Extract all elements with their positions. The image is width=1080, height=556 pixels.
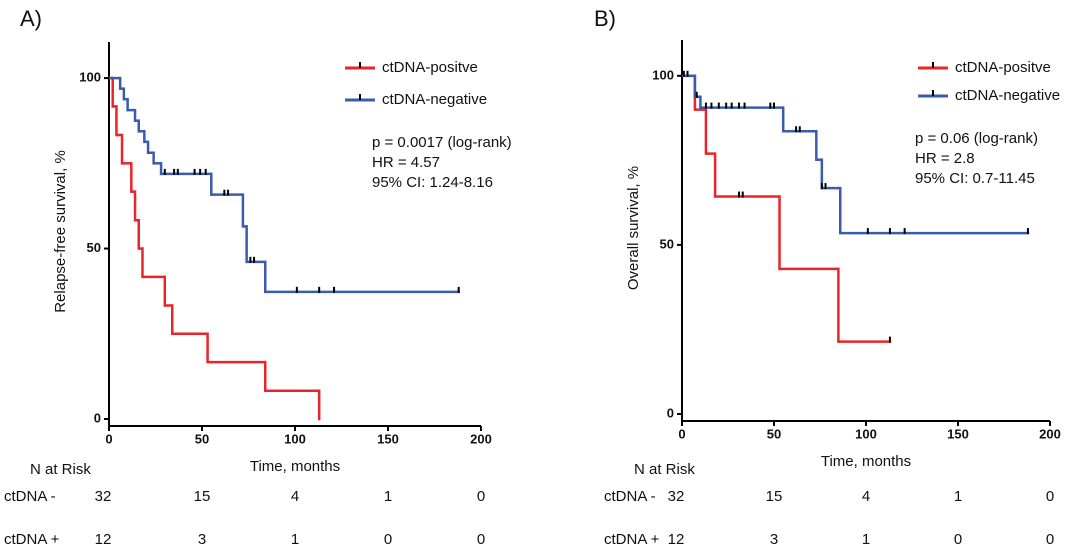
x-tick-label: 100 bbox=[284, 431, 306, 446]
risk-count: 32 bbox=[668, 488, 685, 505]
panel-label: B) bbox=[594, 6, 616, 31]
risk-count: 0 bbox=[384, 531, 392, 548]
legend-label: ctDNA-negative bbox=[955, 87, 1060, 104]
x-tick-label: 100 bbox=[855, 426, 877, 441]
x-tick-label: 200 bbox=[470, 431, 492, 446]
risk-count: 1 bbox=[862, 531, 870, 548]
risk-row-label: ctDNA - bbox=[604, 488, 656, 505]
risk-count: 0 bbox=[1046, 531, 1054, 548]
y-tick-label: 0 bbox=[667, 405, 674, 420]
risk-count: 12 bbox=[668, 531, 685, 548]
y-tick-label: 50 bbox=[660, 236, 674, 251]
annotation: HR = 2.8 bbox=[915, 150, 975, 167]
legend-label: ctDNA-positve bbox=[382, 59, 478, 76]
risk-count: 4 bbox=[291, 488, 299, 505]
x-tick-label: 0 bbox=[678, 426, 685, 441]
risk-count: 1 bbox=[291, 531, 299, 548]
x-axis-title: Time, months bbox=[821, 453, 911, 470]
panel-label: A) bbox=[20, 6, 42, 31]
x-tick-label: 200 bbox=[1039, 426, 1061, 441]
y-tick-label: 100 bbox=[652, 67, 674, 82]
risk-count: 3 bbox=[770, 531, 778, 548]
x-tick-label: 50 bbox=[195, 431, 209, 446]
x-tick-label: 150 bbox=[377, 431, 399, 446]
legend-label: ctDNA-negative bbox=[382, 91, 487, 108]
risk-count: 0 bbox=[477, 531, 485, 548]
y-axis-title: Relapse-free survival, % bbox=[52, 150, 69, 313]
y-axis-title: Overall survival, % bbox=[625, 166, 642, 290]
x-tick-label: 0 bbox=[105, 431, 112, 446]
risk-table-title: N at Risk bbox=[634, 461, 695, 478]
annotation: p = 0.06 (log-rank) bbox=[915, 130, 1038, 147]
annotation: p = 0.0017 (log-rank) bbox=[372, 134, 512, 151]
annotation: 95% CI: 0.7-11.45 bbox=[915, 170, 1035, 187]
risk-table-title: N at Risk bbox=[30, 461, 91, 478]
x-tick-label: 50 bbox=[767, 426, 781, 441]
y-tick-label: 100 bbox=[79, 70, 101, 85]
risk-count: 1 bbox=[384, 488, 392, 505]
risk-count: 15 bbox=[194, 488, 211, 505]
risk-count: 0 bbox=[954, 531, 962, 548]
risk-row-label: ctDNA + bbox=[4, 531, 60, 548]
x-tick-label: 150 bbox=[947, 426, 969, 441]
risk-row-label: ctDNA - bbox=[4, 488, 56, 505]
risk-count: 0 bbox=[477, 488, 485, 505]
risk-count: 32 bbox=[95, 488, 112, 505]
risk-count: 0 bbox=[1046, 488, 1054, 505]
risk-count: 15 bbox=[766, 488, 783, 505]
risk-count: 1 bbox=[954, 488, 962, 505]
y-tick-label: 50 bbox=[87, 240, 101, 255]
risk-count: 4 bbox=[862, 488, 870, 505]
risk-count: 12 bbox=[95, 531, 112, 548]
risk-count: 3 bbox=[198, 531, 206, 548]
y-tick-label: 0 bbox=[94, 410, 101, 425]
legend-label: ctDNA-positve bbox=[955, 59, 1051, 76]
risk-row-label: ctDNA + bbox=[604, 531, 660, 548]
annotation: 95% CI: 1.24-8.16 bbox=[372, 174, 493, 191]
x-axis-title: Time, months bbox=[250, 458, 340, 475]
annotation: HR = 4.57 bbox=[372, 154, 440, 171]
